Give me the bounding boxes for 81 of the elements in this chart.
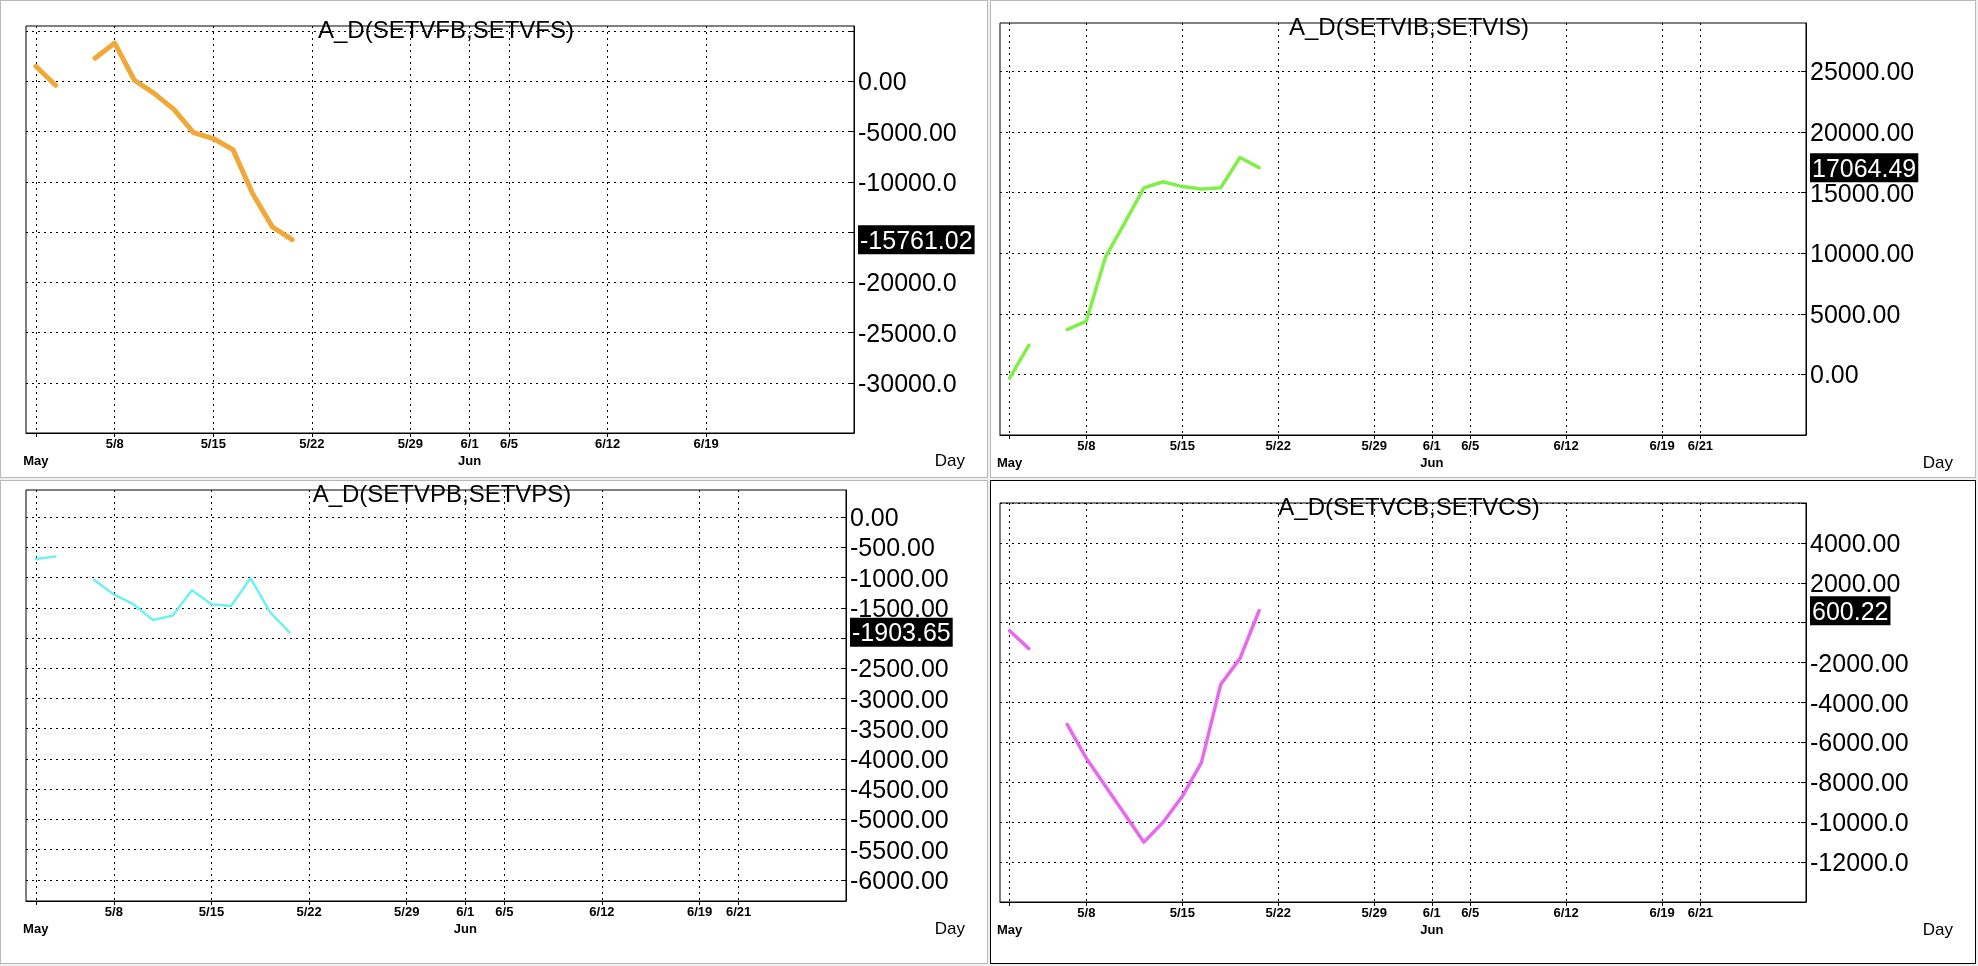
x-tick-label: 5/29 [1361, 905, 1387, 920]
y-tick-label: -30000.0 [858, 368, 957, 397]
x-axis-title: Day [1922, 453, 1954, 472]
y-tick-label: 25000.00 [1810, 57, 1915, 86]
x-tick-label: 5/15 [200, 436, 226, 451]
x-tick-label: 6/5 [495, 904, 514, 919]
chart-title: A_D(SETVIB,SETVIS) [1288, 12, 1530, 40]
x-tick-label: 6/1 Jun [1420, 905, 1444, 937]
x-tick-label: 5/22 [296, 904, 322, 919]
x-tick-label: 6/19 [693, 436, 719, 451]
x-tick-label: May [23, 453, 50, 468]
y-tick-label: 0.00 [850, 503, 899, 532]
x-tick-label: 5/29 [394, 904, 420, 919]
x-tick-label: 6/21 [725, 904, 752, 919]
y-tick-label: 20000.00 [1810, 118, 1915, 147]
x-tick-label: 6/12 [589, 904, 615, 919]
y-tick-label: 10000.00 [1810, 239, 1915, 268]
y-tick-label: 0.00 [1810, 360, 1859, 389]
text: -1903.65 [852, 618, 951, 647]
chart-title: A_D(SETVFB,SETVFS) [317, 15, 575, 43]
x-tick-label: 6/1 Jun [458, 436, 482, 468]
x-tick-label: 6/5 [1461, 905, 1480, 920]
x-tick-label: 6/21 [1687, 905, 1714, 920]
x-tick-label: 5/15 [1169, 438, 1195, 453]
x-tick-label: 6/12 [594, 436, 621, 451]
y-tick-label: -25000.0 [858, 318, 957, 347]
y-tick-label: -10000.0 [858, 167, 957, 196]
x-tick-label: 5/22 [1265, 905, 1291, 920]
y-tick-label: 4000.00 [1810, 528, 1901, 557]
x-tick-label: 5/15 [198, 904, 225, 919]
y-tick-label: 5000.00 [1810, 299, 1901, 328]
x-tick-label: 6/5 [499, 436, 519, 451]
y-tick-label: -2000.00 [1810, 648, 1909, 677]
x-tick-label: 5/29 [397, 436, 424, 451]
y-tick-label: -5500.00 [850, 835, 949, 864]
x-axis-title: Day [1922, 920, 1954, 939]
chart-title: A_D(SETVPB,SETVPS) [312, 479, 572, 507]
x-tick-label: 5/22 [1265, 438, 1291, 453]
x-tick-label: May [996, 455, 1024, 470]
x-tick-label: 6/19 [1649, 905, 1675, 920]
y-tick-label: -4500.00 [850, 775, 949, 804]
y-tick-label: -1000.00 [850, 563, 949, 592]
chart-title: A_D(SETVCB,SETVCS) [1278, 492, 1540, 520]
y-tick-label: -8000.00 [1810, 768, 1909, 797]
x-tick-label: 6/19 [1649, 438, 1675, 453]
x-axis-title: Day [934, 919, 966, 938]
y-tick-label: -6000.00 [1810, 728, 1909, 757]
y-tick-label: -5000.00 [850, 805, 949, 834]
x-tick-label: 6/12 [1553, 438, 1579, 453]
x-tick-label: 6/1 Jun [1420, 438, 1444, 470]
y-tick-label: -2500.00 [850, 654, 949, 683]
y-tick-label: -4000.00 [850, 744, 949, 773]
x-tick-label: 5/8 [1077, 905, 1096, 920]
x-tick-label: 6/12 [1553, 905, 1579, 920]
x-tick-label: 6/21 [1687, 438, 1714, 453]
x-axis-title: Day [934, 451, 966, 470]
y-tick-label: -12000.0 [1810, 848, 1909, 877]
y-tick-label: -20000.0 [858, 268, 957, 297]
y-tick-label: 0.00 [858, 67, 907, 96]
y-tick-label: -3000.00 [850, 684, 949, 713]
y-tick-label: -6000.00 [850, 865, 949, 894]
x-tick-label: May [996, 922, 1024, 937]
x-tick-label: 6/19 [686, 904, 713, 919]
x-tick-label: 6/5 [1461, 438, 1480, 453]
y-tick-label: -5000.00 [858, 117, 957, 146]
x-tick-label: 5/8 [105, 436, 124, 451]
text: -15761.02 [860, 225, 973, 254]
text: 600.22 [1812, 596, 1889, 625]
x-tick-label: 5/29 [1361, 438, 1387, 453]
text: 17064.49 [1812, 153, 1917, 182]
y-tick-label: -4000.00 [1810, 688, 1909, 717]
x-tick-label: 5/22 [299, 436, 325, 451]
y-tick-label: -3500.00 [850, 714, 949, 743]
x-tick-label: 5/8 [1077, 438, 1096, 453]
x-tick-label: May [23, 921, 50, 936]
x-tick-label: 5/8 [104, 904, 123, 919]
x-tick-label: 5/15 [1169, 905, 1195, 920]
y-tick-label: 2000.00 [1810, 568, 1901, 597]
y-tick-label: -500.00 [850, 533, 935, 562]
y-tick-label: -10000.0 [1810, 808, 1909, 837]
x-tick-label: 6/1 Jun [453, 904, 477, 936]
